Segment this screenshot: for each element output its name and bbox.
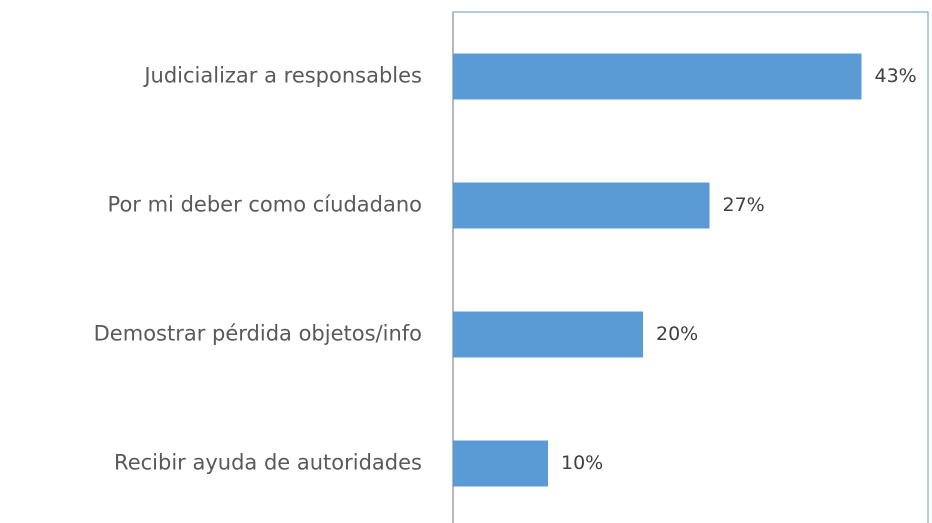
bar (453, 182, 710, 229)
category-label: Demostrar pérdida objetos/info (94, 322, 422, 346)
value-label: 27% (723, 194, 765, 216)
bar (453, 440, 548, 487)
bar (453, 311, 643, 358)
category-label: Por mi deber como cíudadano (108, 193, 422, 217)
category-label: Judicializar a responsables (142, 64, 422, 88)
value-label: 43% (875, 65, 917, 87)
value-label: 20% (656, 323, 698, 345)
category-label: Recibir ayuda de autoridades (114, 451, 422, 475)
value-label: 10% (561, 452, 603, 474)
bar (453, 53, 862, 100)
